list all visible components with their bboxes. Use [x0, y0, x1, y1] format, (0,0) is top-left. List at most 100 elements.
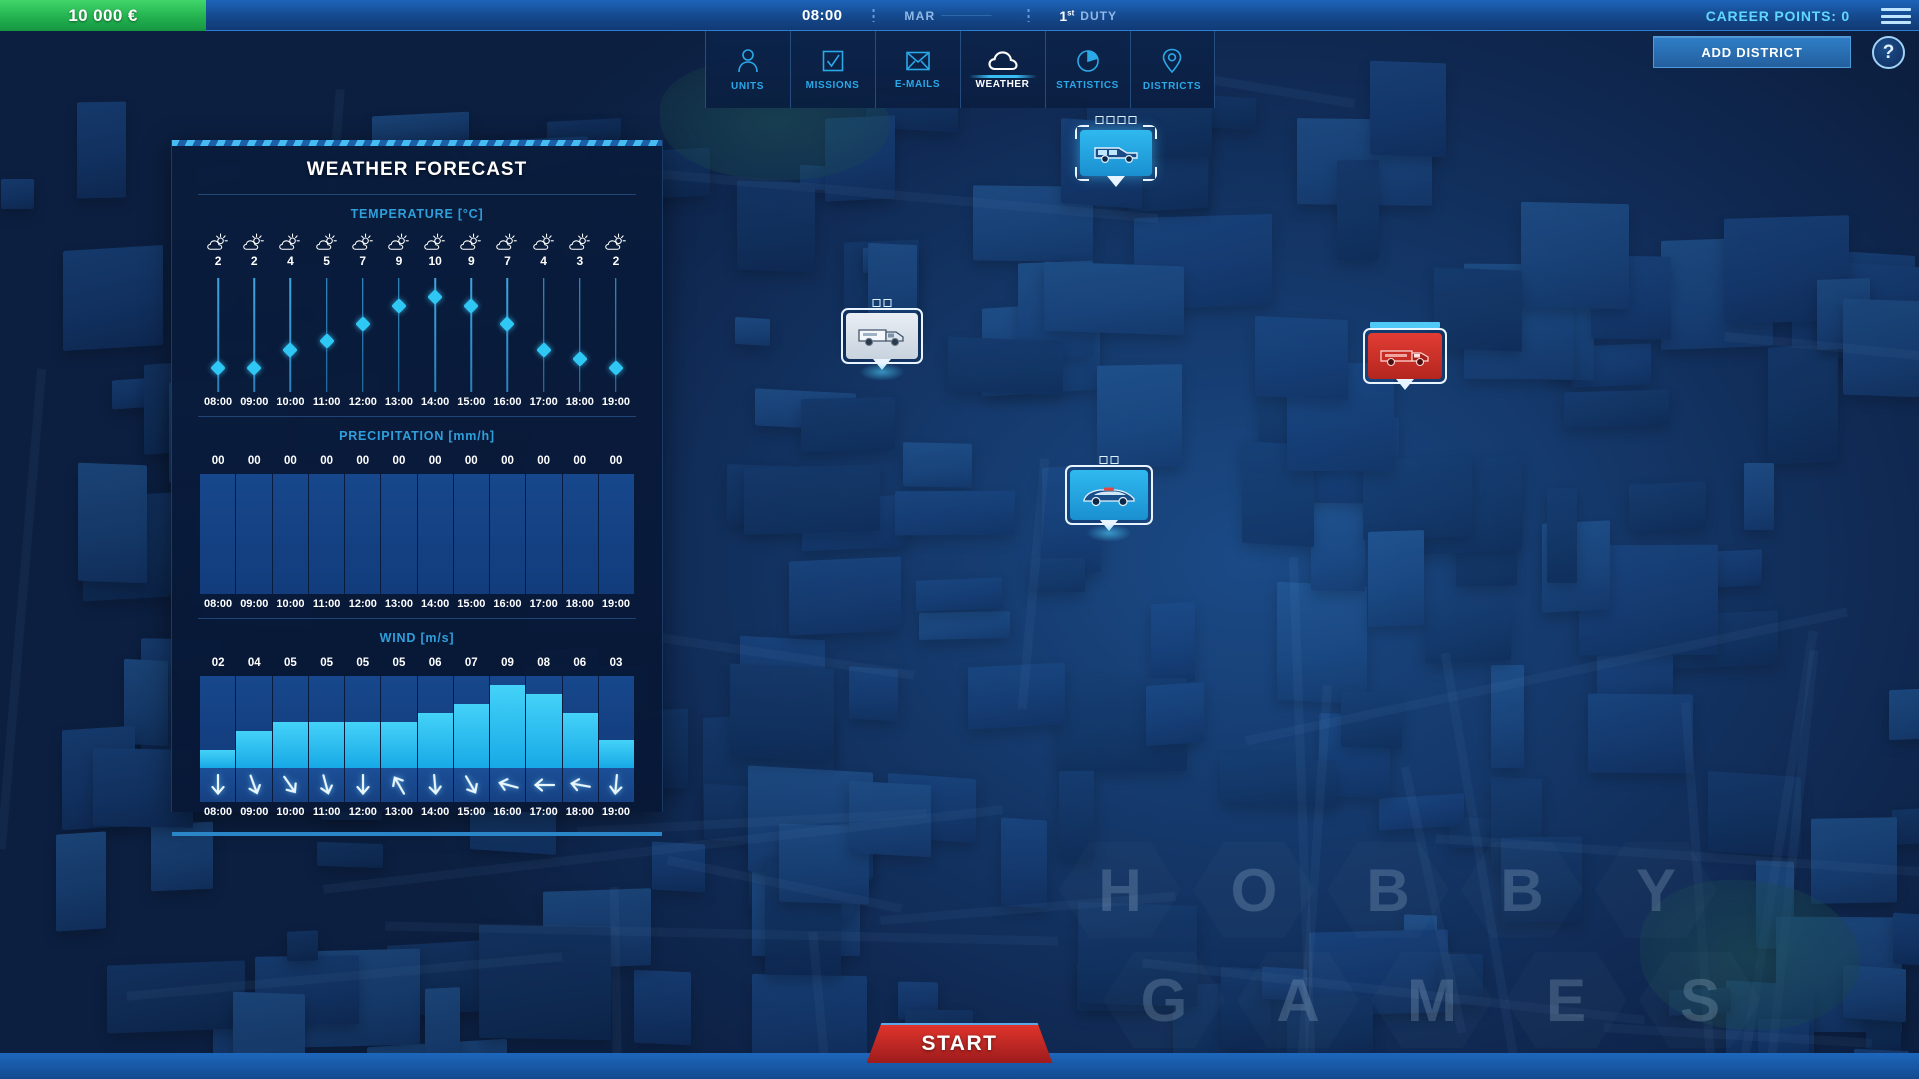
- wind-value: 07: [464, 657, 478, 669]
- wind-value: 03: [609, 657, 623, 669]
- precipitation-bar-cell: [526, 474, 563, 594]
- temperature-column: 3: [562, 233, 598, 268]
- precipitation-value: 00: [609, 455, 623, 467]
- police-car-icon: [1083, 487, 1135, 507]
- tab-statistics[interactable]: STATISTICS: [1044, 31, 1130, 108]
- precipitation-value: 00: [356, 455, 370, 467]
- temperature-column: 2: [598, 233, 634, 268]
- unit-seat-pips: [1095, 116, 1137, 124]
- wind-direction-cell: [417, 768, 454, 802]
- wind-arrow-icon: [533, 778, 555, 792]
- panel-top-stripe: [172, 140, 662, 146]
- map-building: [78, 462, 147, 584]
- wind-direction-cell: [453, 768, 490, 802]
- tab-units[interactable]: UNITS: [704, 31, 790, 108]
- duty-label: DUTY: [1080, 8, 1117, 23]
- precipitation-bar-cell: [417, 474, 454, 594]
- temperature-dot: [282, 342, 299, 358]
- temperature-value: 10: [428, 254, 442, 268]
- map-building: [916, 577, 1002, 612]
- map-building: [1146, 681, 1204, 747]
- pip: [1106, 116, 1115, 124]
- map-building: [1337, 159, 1379, 261]
- wind-arrow-icon: [428, 773, 442, 796]
- time-label: 09:00: [240, 806, 269, 818]
- sun-cloud-icon: [207, 233, 228, 250]
- wind-arrow-icon: [283, 775, 297, 794]
- time-label: 15:00: [457, 806, 486, 818]
- pip: [1110, 456, 1119, 464]
- time-label: 12:00: [348, 806, 377, 818]
- temperature-column: 7: [345, 233, 381, 268]
- add-district-button[interactable]: ADD DISTRICT: [1653, 36, 1851, 68]
- wind-direction-cell: [345, 768, 382, 802]
- time-label: 10:00: [276, 806, 305, 818]
- fire-unit[interactable]: [1363, 322, 1447, 390]
- time-label: 16:00: [493, 396, 522, 408]
- map-building: [1744, 463, 1774, 530]
- tab-weather[interactable]: WEATHER: [959, 31, 1045, 108]
- sun-cloud-icon: [351, 233, 373, 250]
- time-label: 08:00: [204, 806, 233, 818]
- unit-pin: [1396, 379, 1414, 390]
- temperature-stem: [253, 278, 255, 392]
- map-building: [1368, 530, 1424, 627]
- time-label: 08:00: [204, 598, 233, 610]
- wind-bar: [453, 704, 489, 768]
- police-unit[interactable]: [1065, 456, 1153, 542]
- wind-chart: [172, 676, 662, 768]
- wind-value: 08: [537, 657, 551, 669]
- time-label: 14:00: [421, 598, 450, 610]
- time-label: 10:00: [276, 598, 305, 610]
- temperature-stem: [615, 278, 617, 392]
- map-building: [1889, 685, 1919, 741]
- precipitation-value: 00: [247, 455, 261, 467]
- time-label: 15:00: [457, 396, 486, 408]
- tab-missions[interactable]: MISSIONS: [789, 31, 875, 108]
- month-label: MAR: [904, 8, 936, 23]
- map-building: [56, 831, 106, 932]
- help-button[interactable]: ?: [1872, 36, 1905, 69]
- temperature-point-column: [453, 274, 489, 392]
- map-building: [801, 396, 895, 453]
- map-building: [744, 464, 880, 535]
- precipitation-bar-cell: [236, 474, 273, 594]
- pie-chart-icon: [1076, 49, 1099, 72]
- person-icon: [737, 48, 758, 72]
- wind-section: WIND [m/s] 02 04 05 05 05 05 06 07 09 08 06 03 08:0…: [172, 619, 662, 826]
- temperature-title: TEMPERATURE [°C]: [350, 207, 484, 221]
- unit-body: [1070, 470, 1148, 520]
- pip: [1117, 116, 1126, 124]
- map-building: [1893, 912, 1919, 967]
- precipitation-value: 00: [320, 455, 333, 467]
- temperature-dot: [354, 316, 371, 332]
- precipitation-value: 00: [501, 455, 514, 467]
- temperature-dot: [427, 289, 443, 305]
- temperature-value: 7: [504, 254, 511, 268]
- ambulance-unit-top[interactable]: [1075, 116, 1157, 187]
- unit-status-bar: [1370, 322, 1440, 328]
- wind-arrow-icon: [320, 774, 334, 795]
- ambulance-unit-left[interactable]: [841, 299, 923, 381]
- temperature-stem: [217, 278, 219, 392]
- time-label: 16:00: [493, 598, 522, 610]
- time-label: 18:00: [565, 806, 594, 818]
- temperature-point-column: [272, 274, 308, 392]
- map-building: [1629, 481, 1706, 532]
- wind-bar: [526, 694, 562, 768]
- start-button[interactable]: START: [866, 1023, 1053, 1063]
- temperature-stem: [289, 278, 292, 392]
- time-label: 19:00: [601, 806, 631, 818]
- temperature-value: 9: [467, 254, 475, 268]
- map-building: [1768, 344, 1838, 465]
- temperature-column: 9: [453, 233, 489, 268]
- temperature-column: 5: [309, 233, 345, 268]
- hamburger-icon[interactable]: [1881, 6, 1911, 26]
- tab-districts[interactable]: DISTRICTS: [1129, 31, 1215, 108]
- unit-body: [846, 313, 918, 359]
- wind-direction-cell: [490, 768, 527, 802]
- panel-title: WEATHER FORECAST: [306, 159, 528, 180]
- tab-emails[interactable]: E-MAILS: [874, 31, 960, 108]
- temperature-value: 2: [214, 254, 222, 268]
